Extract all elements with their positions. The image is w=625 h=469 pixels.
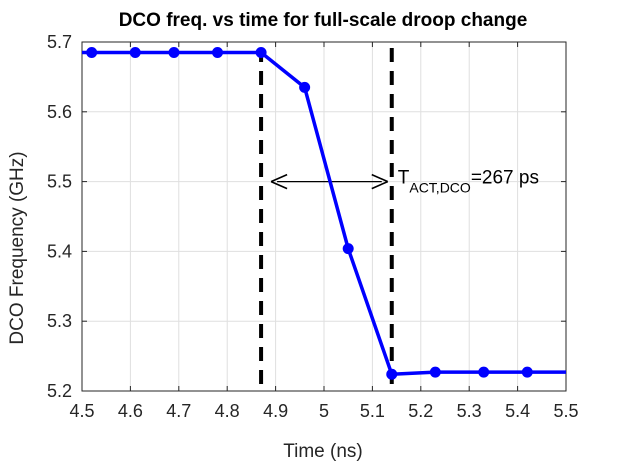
y-tick-label: 5.7 [47,32,72,52]
chart-title: DCO freq. vs time for full-scale droop c… [119,10,528,31]
y-tick-label: 5.3 [47,311,72,331]
grid [81,41,567,392]
data-point [299,81,311,93]
y-tick-label: 5.4 [47,241,72,261]
data-point [478,366,490,378]
data-point [521,366,533,378]
y-tick-label: 5.5 [47,172,72,192]
x-tick-label: 5.4 [505,401,530,421]
series [82,46,566,380]
x-ticks: 4.5 4.6 4.7 4.8 4.9 5 5.1 5.2 5.3 5.4 5.5 [69,401,578,421]
arrow-head-left [270,173,288,190]
x-tick-label: 5.3 [457,401,482,421]
y-axis-label: DCO Frequency (GHz) [7,151,28,344]
annotation-value: =267 ps [471,168,539,189]
data-point [429,366,441,378]
data-point [129,46,141,58]
y-tick-label: 5.2 [47,381,72,401]
x-tick-label: 5.1 [360,401,385,421]
x-axis-label: Time (ns) [283,441,363,462]
data-point [86,46,98,58]
data-point [386,368,398,380]
x-tick-label: 4.6 [118,401,143,421]
data-point [342,243,354,255]
data-point [255,46,267,58]
annotation-label: TACT,DCO=267 ps [398,168,539,196]
x-tick-label: 4.5 [69,401,94,421]
x-tick-label: 4.8 [215,401,240,421]
y-ticks: 5.2 5.3 5.4 5.5 5.6 5.7 [47,32,72,401]
x-tick-label: 4.7 [166,401,191,421]
annotation-main: T [398,168,410,189]
x-tick-label: 4.9 [263,401,288,421]
x-tick-label: 5 [319,401,329,421]
arrow-head-right [371,173,389,190]
data-point [168,46,180,58]
axes [81,41,567,392]
plot-box [81,41,567,392]
vertical-dashed-lines [259,48,394,391]
x-tick-label: 5.5 [553,401,578,421]
x-tick-label: 5.2 [408,401,433,421]
y-tick-label: 5.6 [47,102,72,122]
data-point [212,46,224,58]
annotation-subscript: ACT,DCO [409,180,471,196]
